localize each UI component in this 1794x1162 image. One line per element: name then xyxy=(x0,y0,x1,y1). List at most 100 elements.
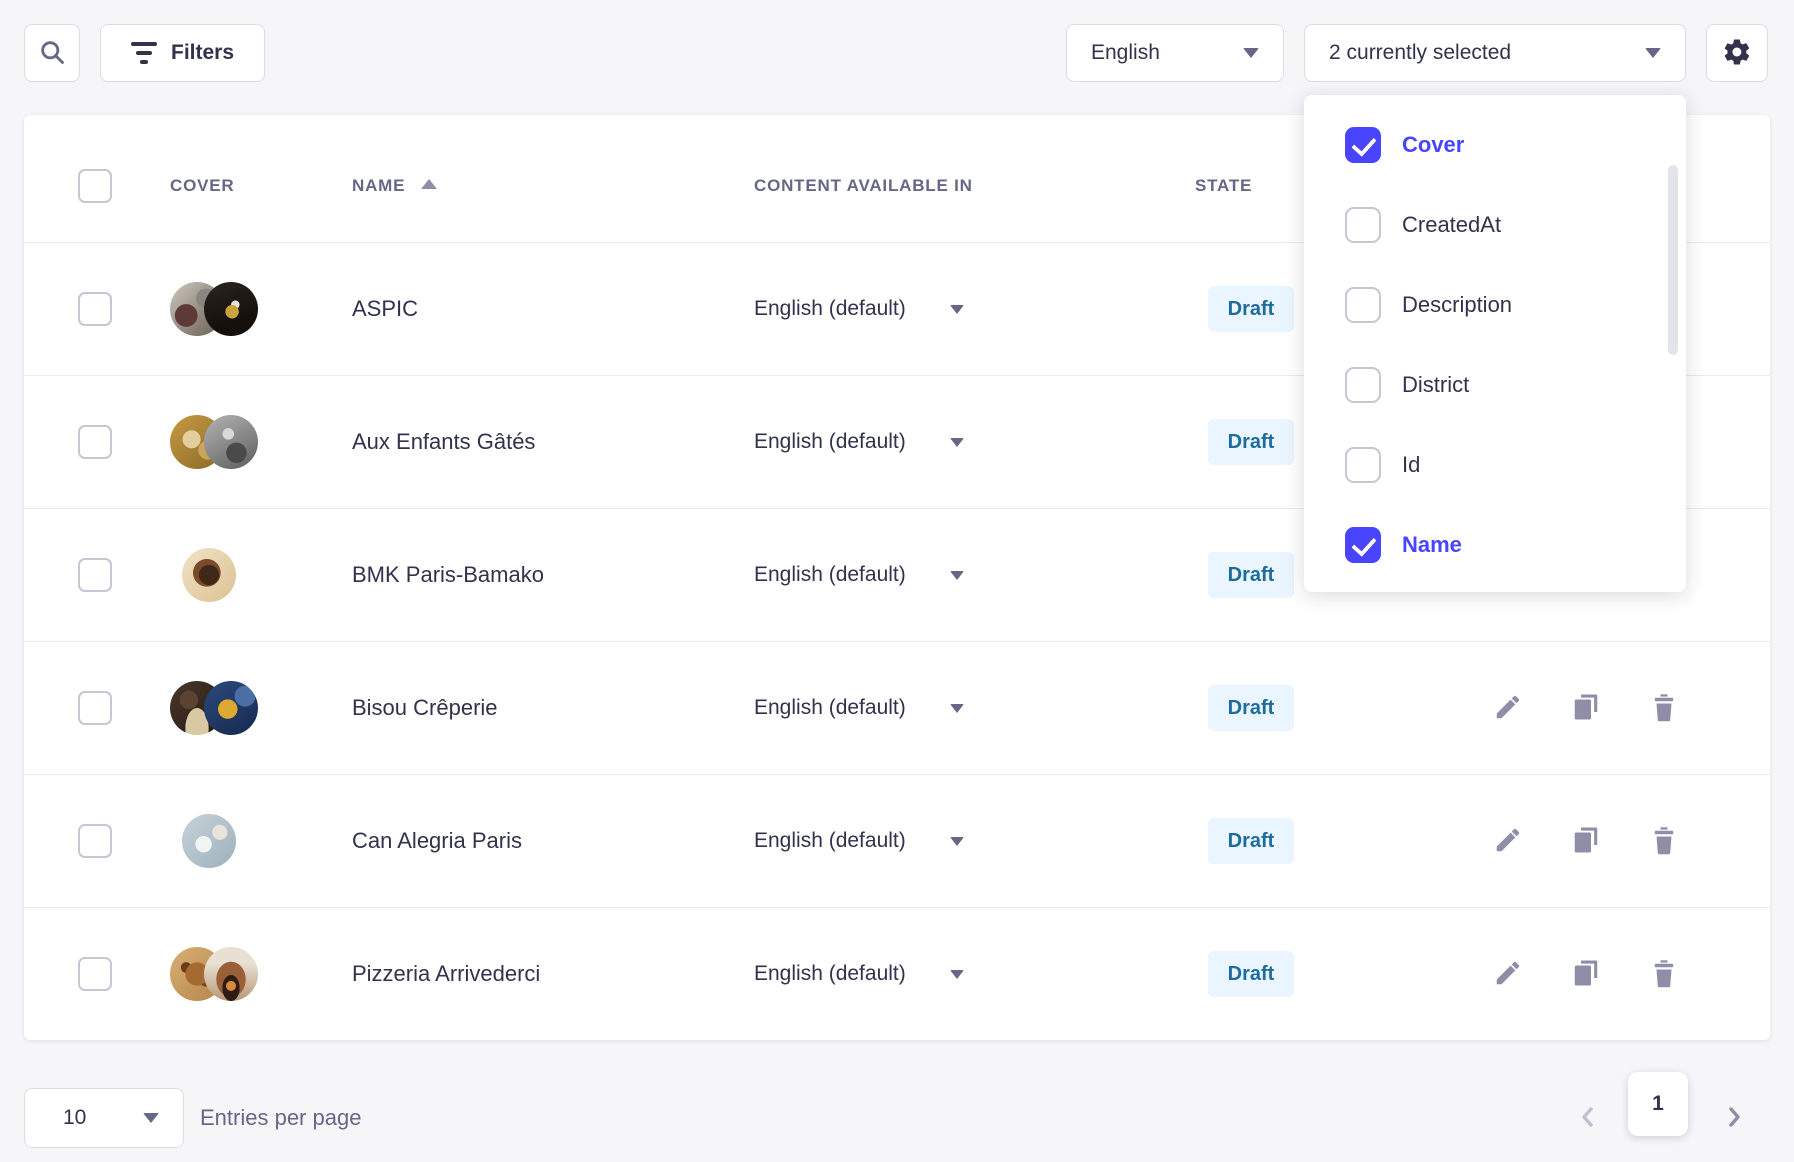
pencil-icon xyxy=(1493,958,1523,991)
previous-page-button[interactable] xyxy=(1572,1088,1604,1148)
filter-icon xyxy=(131,42,157,64)
chevron-left-icon xyxy=(1576,1104,1600,1133)
search-button[interactable] xyxy=(24,24,80,82)
trash-icon xyxy=(1650,692,1678,725)
chevron-down-icon xyxy=(949,304,964,314)
cover-avatars xyxy=(170,548,258,602)
status-badge: Draft xyxy=(1208,818,1294,864)
dropdown-item-district[interactable]: District xyxy=(1304,345,1686,425)
table-row[interactable]: Can Alegria Paris English (default) Draft xyxy=(24,774,1770,907)
chevron-down-icon xyxy=(949,969,964,979)
locale-value[interactable]: English (default) xyxy=(754,430,906,453)
locale-value[interactable]: English (default) xyxy=(754,696,906,719)
status-badge: Draft xyxy=(1208,419,1294,465)
column-header-name[interactable]: NAME xyxy=(352,175,406,195)
column-label: Id xyxy=(1402,452,1421,477)
entry-name: Pizzeria Arrivederci xyxy=(352,961,541,986)
table-row[interactable]: Aux Enfants Gâtés English (default) Draft xyxy=(24,375,1770,508)
next-page-button[interactable] xyxy=(1718,1088,1750,1148)
column-header-content-available-in[interactable]: CONTENT AVAILABLE IN xyxy=(754,175,973,195)
chevron-down-icon xyxy=(949,437,964,447)
sort-ascending-icon xyxy=(421,178,438,189)
column-checkbox[interactable] xyxy=(1345,367,1381,403)
locale-value[interactable]: English (default) xyxy=(754,563,906,586)
delete-button[interactable] xyxy=(1648,692,1680,724)
cover-avatars xyxy=(170,681,258,735)
column-header-state[interactable]: STATE xyxy=(1195,175,1253,195)
trash-icon xyxy=(1650,958,1678,991)
chevron-down-icon xyxy=(1243,48,1259,58)
duplicate-button[interactable] xyxy=(1570,692,1602,724)
locale-value[interactable]: English (default) xyxy=(754,962,906,985)
table-row[interactable]: BMK Paris-Bamako English (default) Draft xyxy=(24,508,1770,641)
locale-value[interactable]: English (default) xyxy=(754,829,906,852)
column-label: Cover xyxy=(1402,132,1465,157)
cover-avatar xyxy=(182,814,236,868)
locale-value[interactable]: English (default) xyxy=(754,297,906,320)
pencil-icon xyxy=(1493,692,1523,725)
row-checkbox[interactable] xyxy=(78,292,112,326)
duplicate-icon xyxy=(1571,958,1601,991)
dropdown-item-description[interactable]: Description xyxy=(1304,265,1686,345)
dropdown-item-id[interactable]: Id xyxy=(1304,425,1686,505)
table-row[interactable]: Bisou Crêperie English (default) Draft xyxy=(24,641,1770,774)
edit-button[interactable] xyxy=(1492,825,1524,857)
duplicate-button[interactable] xyxy=(1570,958,1602,990)
dropdown-item-createdat[interactable]: CreatedAt xyxy=(1304,185,1686,265)
filters-button[interactable]: Filters xyxy=(100,24,266,82)
duplicate-icon xyxy=(1571,692,1601,725)
delete-button[interactable] xyxy=(1648,958,1680,990)
column-label: Description xyxy=(1402,292,1513,317)
cover-avatars xyxy=(170,282,258,336)
row-checkbox[interactable] xyxy=(78,824,112,858)
locale-select[interactable]: English xyxy=(1066,24,1284,82)
column-label: CreatedAt xyxy=(1402,212,1502,237)
cover-avatar xyxy=(182,548,236,602)
search-icon xyxy=(38,38,66,69)
row-checkbox[interactable] xyxy=(78,558,112,592)
column-checkbox[interactable] xyxy=(1345,207,1381,243)
status-badge: Draft xyxy=(1208,286,1294,332)
dropdown-item-cover[interactable]: Cover xyxy=(1304,105,1686,185)
columns-select-value: 2 currently selected xyxy=(1329,41,1512,64)
dropdown-item-name[interactable]: Name xyxy=(1304,505,1686,585)
column-header-cover[interactable]: COVER xyxy=(170,175,235,195)
delete-button[interactable] xyxy=(1648,825,1680,857)
column-checkbox[interactable] xyxy=(1345,447,1381,483)
entry-name: ASPIC xyxy=(352,296,419,321)
cover-avatar xyxy=(204,681,258,735)
edit-button[interactable] xyxy=(1492,958,1524,990)
cover-avatars xyxy=(170,415,258,469)
column-label: District xyxy=(1402,372,1470,397)
chevron-down-icon xyxy=(1645,48,1661,58)
page-size-select[interactable]: 10 xyxy=(24,1088,184,1148)
table-body: ASPIC English (default) Draft Aux Enfants G… xyxy=(24,242,1770,1040)
entry-name: BMK Paris-Bamako xyxy=(352,562,544,587)
cover-avatars xyxy=(170,947,258,1001)
page-1-button[interactable]: 1 xyxy=(1628,1072,1688,1136)
duplicate-button[interactable] xyxy=(1570,825,1602,857)
dropdown-scrollbar[interactable] xyxy=(1668,165,1678,355)
chevron-down-icon xyxy=(949,836,964,846)
table-header-row: COVER NAME CONTENT AVAILABLE IN STATE xyxy=(24,115,1770,242)
select-all-checkbox[interactable] xyxy=(78,168,112,203)
row-checkbox[interactable] xyxy=(78,957,112,991)
cover-avatars xyxy=(170,814,258,868)
status-badge: Draft xyxy=(1208,951,1294,997)
row-checkbox[interactable] xyxy=(78,691,112,725)
chevron-down-icon xyxy=(949,570,964,580)
page-size-value: 10 xyxy=(63,1106,87,1129)
column-checkbox[interactable] xyxy=(1345,527,1381,563)
columns-dropdown-list: Cover CreatedAt Description District Id Name xyxy=(1304,105,1686,585)
entry-name: Can Alegria Paris xyxy=(352,828,522,853)
column-checkbox[interactable] xyxy=(1345,127,1381,163)
pencil-icon xyxy=(1493,825,1523,858)
chevron-down-icon xyxy=(143,1113,159,1123)
filters-button-label: Filters xyxy=(171,41,235,64)
table-row[interactable]: Pizzeria Arrivederci English (default) Dra… xyxy=(24,907,1770,1040)
settings-button[interactable] xyxy=(1706,24,1768,82)
columns-select[interactable]: 2 currently selected xyxy=(1304,24,1686,82)
row-checkbox[interactable] xyxy=(78,425,112,459)
column-checkbox[interactable] xyxy=(1345,287,1381,323)
edit-button[interactable] xyxy=(1492,692,1524,724)
